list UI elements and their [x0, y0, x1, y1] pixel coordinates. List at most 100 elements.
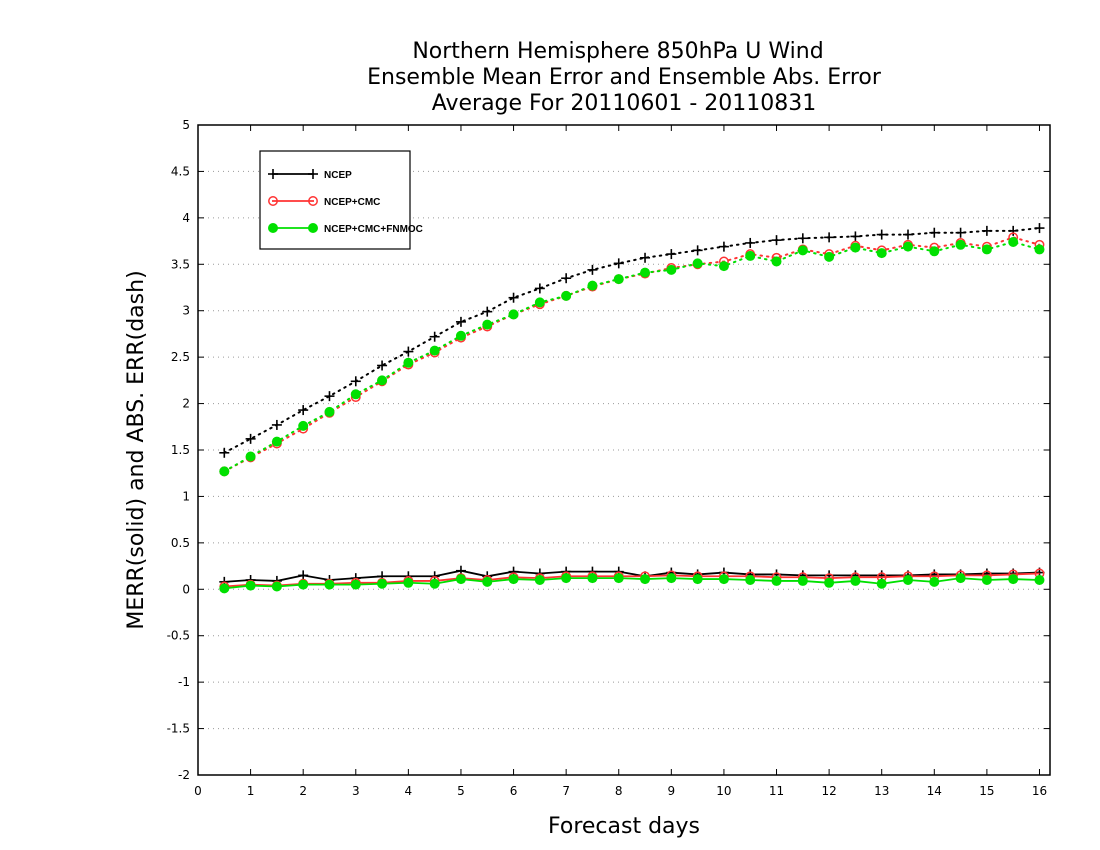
abs-err-point: [745, 237, 756, 248]
abs-err-point: [508, 309, 519, 320]
mean-err-point: [587, 573, 598, 584]
abs-err-point: [981, 225, 992, 236]
abs-err-point: [508, 292, 519, 303]
x-tick-label: 14: [927, 784, 942, 798]
abs-err-point: [403, 346, 414, 357]
x-tick-label: 10: [716, 784, 731, 798]
abs-err-point: [640, 267, 651, 278]
abs-err-point: [824, 251, 835, 262]
mean-err-point: [429, 578, 440, 589]
legend-item: NCEP+CMC: [268, 196, 380, 208]
y-tick-label: 2.5: [171, 350, 190, 364]
y-tick-label: 3.5: [171, 257, 190, 271]
abs-err-point: [455, 316, 466, 327]
mean-err-point: [955, 573, 966, 584]
abs-err-point: [613, 274, 624, 285]
x-tick-label: 3: [352, 784, 360, 798]
abs-err-point: [245, 451, 256, 462]
mean-err-point: [771, 575, 782, 586]
abs-err-point: [955, 239, 966, 250]
abs-err-point: [771, 235, 782, 246]
y-tick-label: 2: [182, 397, 190, 411]
series-ncep-cmc: [219, 232, 1045, 592]
abs-err-point: [587, 264, 598, 275]
abs-err-point: [377, 375, 388, 386]
abs-err-point: [797, 245, 808, 256]
legend-box: [259, 150, 411, 250]
mean-err-point: [797, 575, 808, 586]
abs-err-point: [850, 242, 861, 253]
chart-title-line-2: Ensemble Mean Error and Ensemble Abs. Er…: [367, 65, 882, 90]
abs-err-point: [1008, 225, 1019, 236]
x-tick-label: 16: [1032, 784, 1047, 798]
abs-err-point: [245, 433, 256, 444]
mean-err-point: [298, 570, 309, 581]
abs-err-point: [745, 250, 756, 261]
abs-err-line: [223, 227, 1041, 454]
mean-err-point: [377, 578, 388, 589]
abs-err-point: [797, 233, 808, 244]
abs-err-point: [429, 331, 440, 342]
chart-title: Northern Hemisphere 850hPa U Wind Ensemb…: [367, 39, 882, 116]
x-tick-label: 8: [615, 784, 623, 798]
legend-marker-left: [268, 196, 278, 206]
x-tick-label: 2: [299, 784, 307, 798]
y-tick-label: -1: [178, 675, 190, 689]
mean-err-point: [561, 573, 572, 584]
mean-err-point: [298, 579, 309, 590]
y-tick-label: 0.5: [171, 536, 190, 550]
abs-err-point: [692, 245, 703, 256]
x-axis-label: Forecast days: [548, 814, 700, 839]
abs-err-point: [455, 330, 466, 341]
abs-err-point: [377, 360, 388, 371]
abs-err-point: [324, 391, 335, 402]
legend-label: NCEP: [324, 170, 352, 181]
mean-err-point: [903, 575, 913, 585]
abs-err-point: [587, 280, 598, 291]
y-tick-label: 4.5: [171, 164, 190, 178]
y-tick-label: 4: [182, 211, 190, 225]
mean-err-point: [876, 578, 887, 589]
x-tick-label: 15: [979, 784, 994, 798]
abs-err-point: [534, 297, 545, 308]
abs-err-point: [955, 227, 966, 238]
mean-err-point: [482, 576, 493, 587]
mean-err-point: [692, 574, 703, 585]
abs-err-point: [350, 376, 361, 387]
x-tick-label: 9: [668, 784, 676, 798]
abs-err-point: [1008, 237, 1019, 247]
legend-label: NCEP+CMC: [324, 197, 380, 208]
abs-err-point: [561, 290, 572, 301]
abs-err-point: [876, 229, 887, 240]
mean-err-point: [981, 575, 992, 585]
abs-err-point: [403, 357, 414, 368]
chart-title-line-1: Northern Hemisphere 850hPa U Wind: [412, 39, 823, 64]
abs-err-point: [929, 246, 940, 257]
abs-err-point: [903, 229, 913, 240]
chart-title-line-3: Average For 20110601 - 20110831: [432, 91, 817, 116]
abs-err-point: [350, 389, 361, 400]
abs-err-line: [223, 240, 1041, 473]
x-tick-label: 4: [405, 784, 413, 798]
mean-err-point: [824, 577, 835, 588]
grid-lines: [198, 170, 1050, 730]
mean-err-point: [1034, 575, 1045, 585]
abs-err-point: [1034, 223, 1045, 234]
abs-err-point: [482, 319, 493, 330]
mean-err-point: [350, 579, 361, 590]
x-tick-label: 13: [874, 784, 889, 798]
legend-item: NCEP+CMC+FNMOC: [268, 223, 423, 235]
x-tick-label: 5: [457, 784, 465, 798]
legend-label: NCEP+CMC+FNMOC: [324, 224, 423, 235]
abs-err-point: [271, 419, 282, 430]
abs-err-point: [482, 306, 493, 317]
legend-item: NCEP: [268, 169, 352, 181]
abs-err-point: [929, 227, 940, 238]
abs-err-point: [666, 249, 677, 260]
legend-marker-left: [268, 169, 278, 179]
mean-err-point: [219, 583, 230, 594]
mean-err-point: [455, 574, 466, 585]
legend: NCEP NCEP+CMC NCEP+CMC+FNMOC: [259, 150, 423, 250]
y-tick-label: -1.5: [167, 722, 190, 736]
